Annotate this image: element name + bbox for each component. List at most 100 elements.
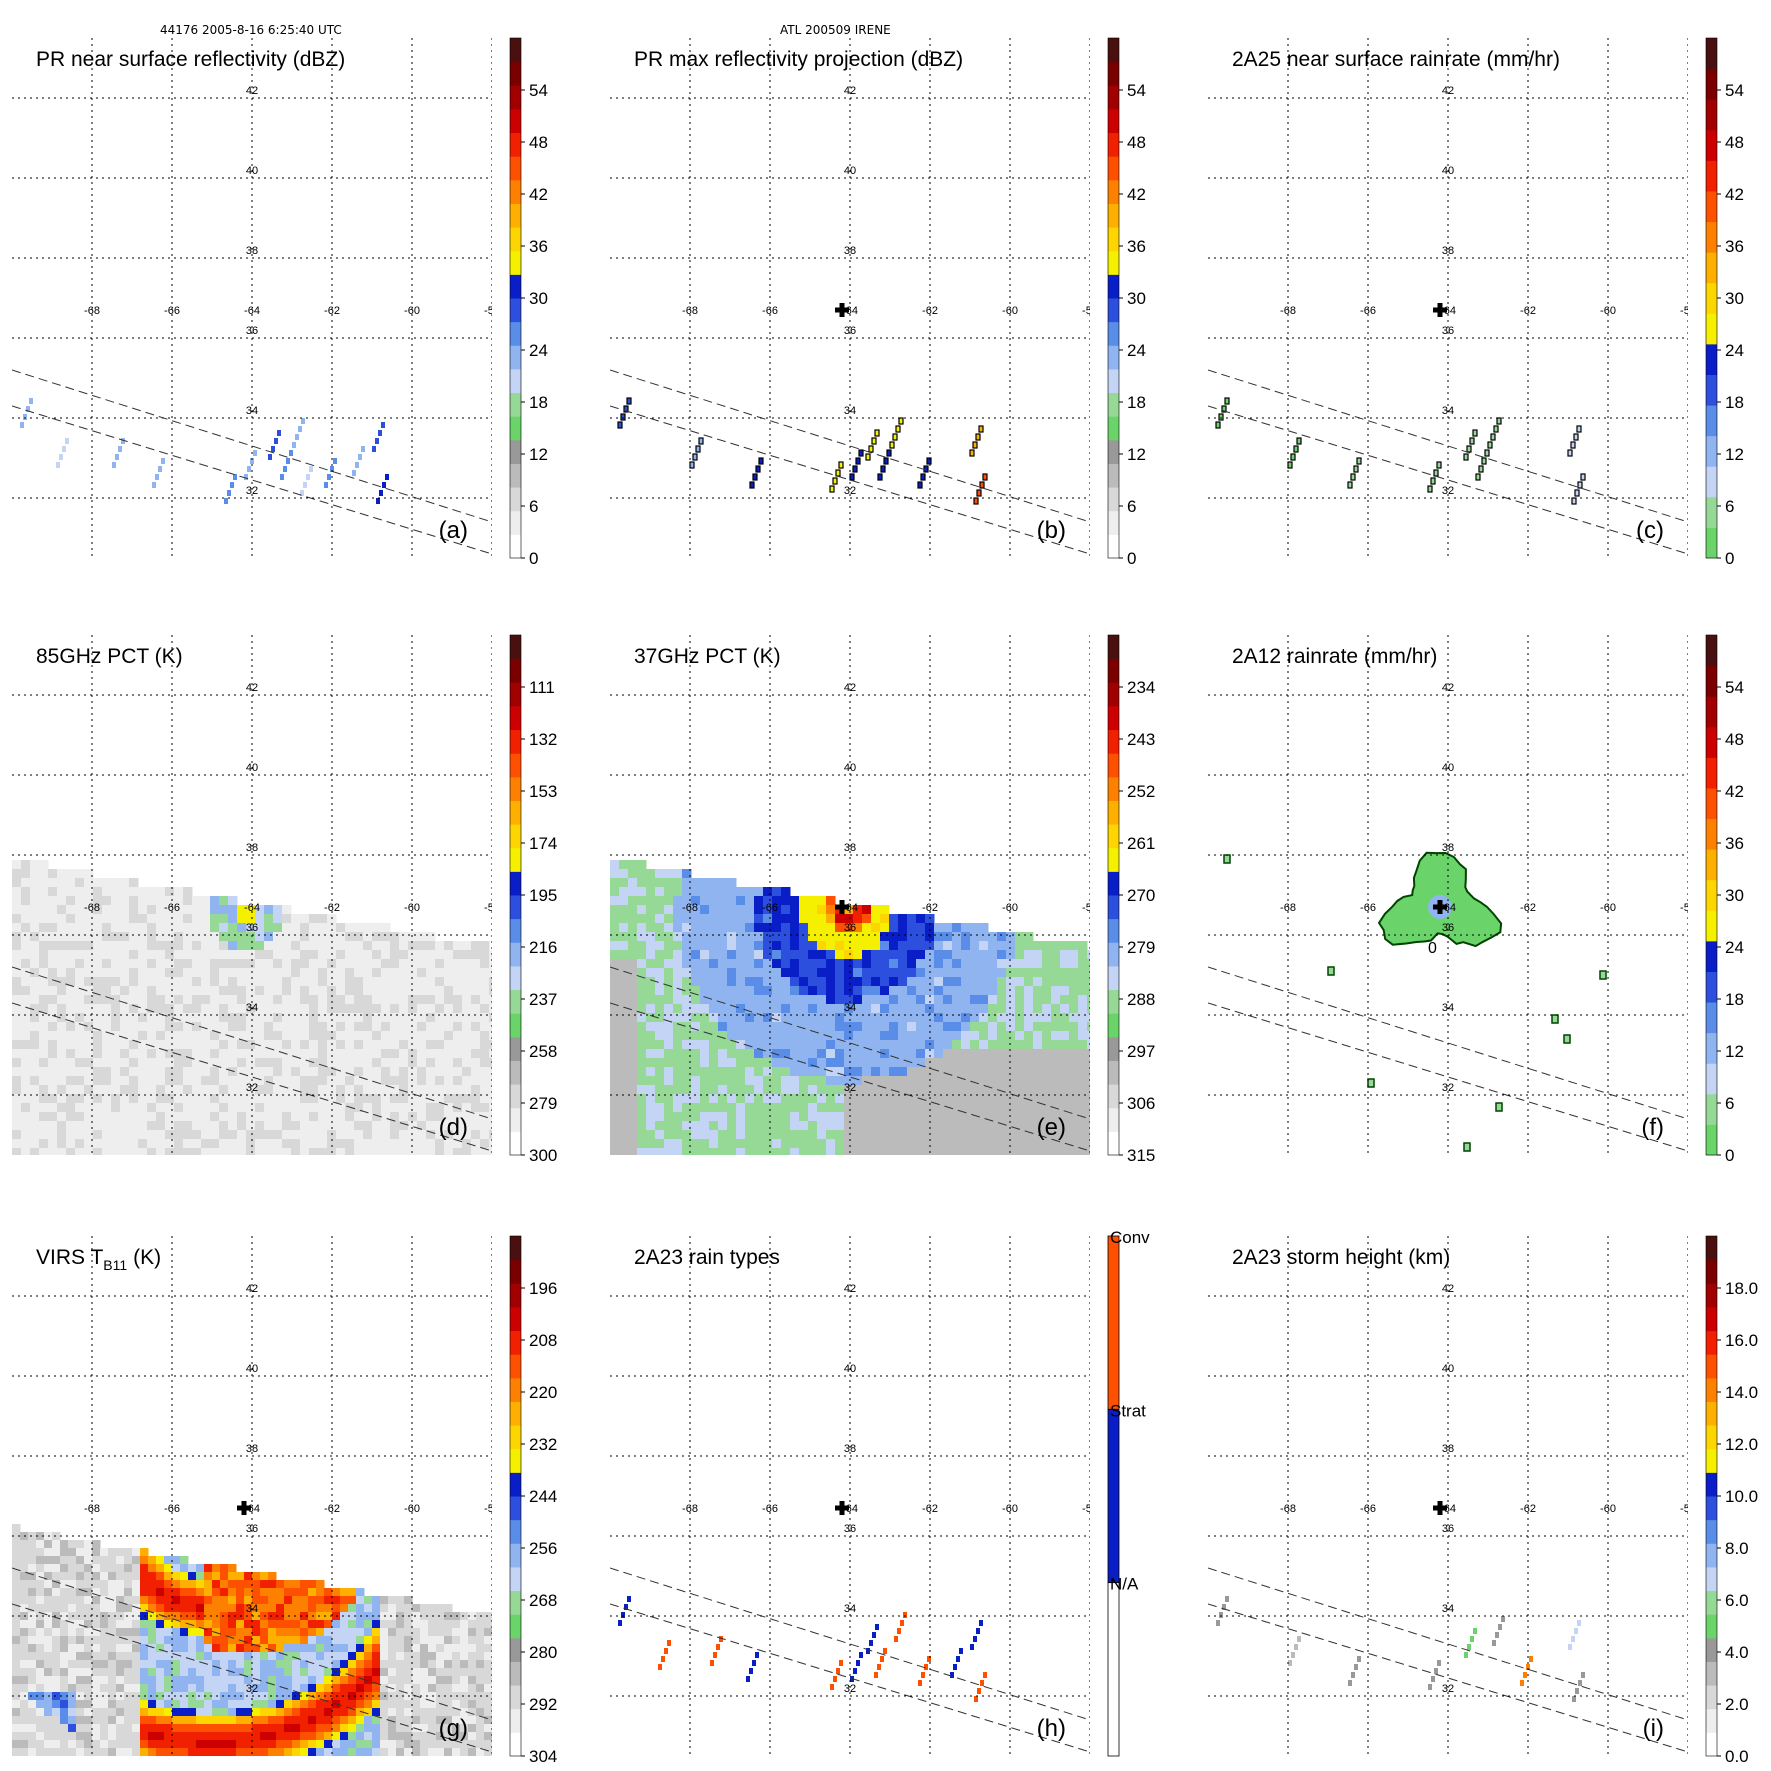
- colorbar-segment: [1706, 466, 1717, 498]
- colorbar-tick-label: 270: [1127, 886, 1155, 905]
- colorbar-tick-label: 42: [529, 185, 548, 204]
- echo-cell: [855, 457, 861, 465]
- echo-cell: [224, 498, 228, 504]
- colorbar-tick-label: 10.0: [1725, 1487, 1758, 1506]
- echo-cell: [620, 413, 626, 421]
- echo-cell: [1293, 445, 1299, 453]
- colorbar-tick-label: 48: [1725, 730, 1744, 749]
- echo-cell: [898, 417, 904, 425]
- storm-center-marker: [237, 1501, 251, 1515]
- colorbar-segment: [1706, 1032, 1717, 1064]
- echo-cell: [271, 446, 275, 452]
- echo-cell: [1573, 433, 1579, 441]
- echo-cell: [880, 1656, 884, 1662]
- colorbar-tick-label: 24: [1725, 938, 1744, 957]
- lat-label: 38: [844, 245, 856, 257]
- echo-cell: [926, 457, 932, 465]
- echo-cell: [869, 1640, 873, 1646]
- colorbar-segment: [1706, 910, 1717, 942]
- lon-label: -66: [762, 305, 778, 317]
- echo-cell: [1464, 1652, 1468, 1658]
- echo-cell: [381, 422, 385, 428]
- colorbar-segment: [1706, 1124, 1717, 1156]
- echo-cell: [112, 462, 116, 468]
- colorbar-segment: [1706, 787, 1717, 820]
- echo-cell: [976, 1628, 980, 1634]
- colorbar-segment: [1706, 68, 1717, 100]
- panel-title: 2A12 rainrate (mm/hr): [1232, 645, 1437, 668]
- colorbar-segment: [510, 1259, 521, 1284]
- colorbar-segment: [1108, 38, 1119, 63]
- echo-cell: [978, 425, 984, 433]
- echo-cell: [361, 446, 365, 452]
- lat-label: 34: [1442, 1002, 1454, 1014]
- echo-cell: [953, 1664, 957, 1670]
- lat-label: 40: [246, 1363, 258, 1375]
- echo-cell: [923, 465, 929, 473]
- echo-cell: [1357, 1656, 1361, 1662]
- echo-cell: [59, 454, 63, 460]
- colorbar-segment: [1108, 989, 1119, 1014]
- echo-cell: [618, 1620, 622, 1626]
- echo-cell: [1219, 1612, 1223, 1618]
- colorbar-tick-label: 0: [1127, 549, 1136, 568]
- colorbar-segment: [1706, 1354, 1717, 1379]
- echo-cell: [230, 482, 234, 488]
- colorbar-segment: [1706, 527, 1717, 559]
- echo-cell: [378, 430, 382, 436]
- lat-label: 36: [246, 922, 258, 934]
- echo-cell: [883, 457, 889, 465]
- echo-cell: [65, 438, 69, 444]
- echo-cell: [835, 469, 841, 477]
- colorbar-tick-label: 174: [529, 834, 557, 853]
- colorbar-segment: [1706, 665, 1717, 697]
- colorbar-tick-label: 30: [529, 289, 548, 308]
- echo-cell: [1291, 1652, 1295, 1658]
- lat-label: 32: [1442, 1082, 1454, 1094]
- colorbar-tick-label: 243: [1127, 730, 1155, 749]
- echo-cell: [333, 458, 337, 464]
- echo-cell: [917, 481, 923, 489]
- colorbar-segment: [1108, 392, 1119, 417]
- echo-cell: [749, 481, 755, 489]
- lon-label: -62: [922, 305, 938, 317]
- echo-cell: [161, 458, 165, 464]
- colorbar-tick-label: 30: [1127, 289, 1146, 308]
- lon-label: -58: [1082, 902, 1098, 914]
- echo-cell: [385, 474, 389, 480]
- colorbar-segment: [510, 1448, 521, 1473]
- echo-cell: [352, 470, 356, 476]
- colorbar-segment: [1706, 849, 1717, 881]
- echo-cell: [892, 433, 898, 441]
- colorbar-segment: [1108, 1060, 1119, 1085]
- echo-cell: [973, 497, 979, 505]
- colorbar-segment: [1108, 61, 1119, 86]
- colorbar-tick-label: 0: [1725, 549, 1734, 568]
- echo-cell: [309, 466, 313, 472]
- colorbar-segment: [1706, 635, 1717, 667]
- colorbar-tick-label: 18: [529, 393, 548, 412]
- colorbar-segment: [510, 534, 521, 559]
- colorbar-tick-label: 30: [1725, 289, 1744, 308]
- lat-label: 40: [844, 1363, 856, 1375]
- colorbar-segment: [510, 753, 521, 778]
- lon-label: -58: [1680, 305, 1696, 317]
- echo-cell: [626, 397, 632, 405]
- echo-cell: [980, 1680, 984, 1686]
- echo-cell: [1478, 465, 1484, 473]
- lon-label: -60: [1600, 305, 1616, 317]
- echo-cell: [1572, 1696, 1576, 1702]
- colorbar-segment: [1706, 282, 1717, 314]
- lon-label: -62: [324, 1503, 340, 1515]
- colorbar-segment: [510, 179, 521, 204]
- echo-cell: [1294, 1644, 1298, 1650]
- colorbar-tick-label: 36: [529, 237, 548, 256]
- lat-label: 40: [1442, 165, 1454, 177]
- echo-cell: [1575, 1688, 1579, 1694]
- colorbar-segment: [510, 298, 521, 323]
- echo-cell: [716, 1644, 720, 1650]
- echo-cell: [1574, 489, 1580, 497]
